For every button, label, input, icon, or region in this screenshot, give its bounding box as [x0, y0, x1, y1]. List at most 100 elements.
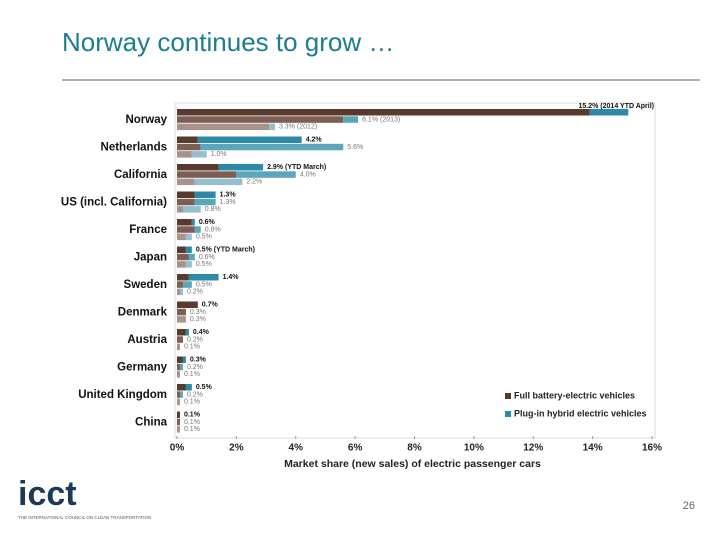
bar-segment [177, 426, 180, 433]
bar-segment [177, 143, 201, 151]
bar-label: 0.4% [193, 329, 210, 336]
bar-segment [177, 308, 186, 316]
bar-label: 0.2% [187, 391, 203, 398]
x-axis-title: Market share (new sales) of electric pas… [284, 458, 541, 470]
bar-label: 0.1% [184, 426, 200, 433]
bar-segment [177, 301, 198, 308]
bar-segment [177, 288, 180, 296]
bar-segment [177, 371, 180, 378]
x-tick-label: 8% [407, 443, 422, 454]
bar-segment [177, 226, 195, 233]
bar-label: 5.6% [347, 144, 363, 151]
bar-segment [177, 418, 180, 426]
bar-label: 0.6% [199, 219, 216, 226]
bar-segment [177, 253, 189, 261]
bar-segment [179, 391, 183, 398]
bar-segment [177, 398, 180, 406]
bar-segment [182, 206, 201, 213]
bar-label: 1.0% [211, 151, 227, 158]
bar-label: 4.0% [300, 171, 316, 178]
bar-label: 4.2% [306, 137, 323, 144]
x-tick-label: 6% [348, 443, 363, 454]
bar-segment [188, 274, 219, 281]
bar-segment [177, 109, 590, 116]
bar-label: 1.4% [223, 274, 240, 281]
bar-label: 3.3% (2012) [279, 124, 317, 131]
bar-segment [200, 143, 344, 151]
bar-segment [177, 206, 183, 213]
bar-segment [177, 219, 192, 226]
bar-label: 0.6% [199, 254, 215, 261]
bar-segment [177, 233, 186, 241]
bar-segment [177, 316, 186, 323]
bar-label: 0.2% [187, 364, 203, 371]
x-tick-label: 10% [464, 443, 484, 454]
bar-segment [191, 151, 207, 158]
bar-label: 0.3% [190, 316, 206, 323]
x-tick-label: 0% [170, 443, 185, 454]
category-label: California [114, 169, 168, 181]
bar-segment [185, 246, 192, 253]
bar-segment [194, 191, 216, 198]
category-label: Austria [127, 334, 167, 346]
category-label: United Kingdom [78, 389, 167, 401]
bar-segment [236, 171, 296, 178]
bar-segment [177, 363, 180, 371]
category-label: Norway [125, 114, 167, 126]
bar-segment [185, 384, 192, 391]
category-label: US (incl. California) [61, 196, 167, 208]
category-label: Japan [134, 251, 167, 263]
bar-label: 0.5% [196, 281, 212, 288]
category-label: China [135, 416, 168, 428]
bar-segment [177, 136, 198, 143]
bar-label: 2.2% [246, 179, 262, 186]
bar-label: 0.1% [184, 371, 200, 378]
x-tick-label: 4% [289, 443, 304, 454]
bar-label: 0.5% [196, 234, 212, 241]
slide-title: Norway continues to grow … [62, 27, 394, 57]
bar-segment [177, 343, 180, 351]
bar-segment [185, 233, 192, 241]
legend-swatch [505, 411, 511, 417]
bar-segment [177, 329, 186, 336]
bar-label: 0.3% [190, 309, 206, 316]
bar-segment [177, 164, 219, 171]
bar-segment [191, 219, 195, 226]
bar-segment [194, 226, 201, 233]
bar-segment [589, 109, 629, 116]
bar-label: 0.7% [202, 302, 219, 309]
bar-label: 0.2% [187, 289, 203, 296]
x-tick-label: 2% [229, 443, 244, 454]
bar-label: 0.1% [184, 399, 200, 406]
bar-label: 0.5% (YTD March) [196, 247, 255, 254]
bar-segment [177, 123, 270, 131]
bar-segment [177, 261, 186, 268]
bar-segment [185, 261, 192, 268]
bar-segment [177, 246, 186, 253]
bar-segment [177, 151, 192, 158]
bar-label: 0.2% [187, 336, 203, 343]
bar-label: 1.3% [220, 192, 237, 199]
category-label: Germany [117, 361, 167, 373]
bar-segment [194, 198, 216, 206]
category-label: Denmark [118, 306, 168, 318]
bar-segment [177, 178, 195, 186]
bar-label: 0.5% [196, 261, 212, 268]
category-label: Sweden [124, 279, 167, 291]
bar-segment [177, 116, 344, 123]
bar-segment [177, 336, 183, 343]
x-tick-label: 14% [583, 443, 603, 454]
bar-segment [177, 281, 183, 288]
bar-segment [182, 281, 192, 288]
bar-segment [177, 171, 237, 178]
plot-frame [174, 102, 656, 439]
bar-segment [197, 136, 302, 143]
bar-segment [179, 363, 183, 371]
bar-segment [182, 356, 186, 363]
logo: icct [18, 475, 77, 513]
bar-label: 0.1% [184, 419, 200, 426]
bar-segment [269, 123, 275, 131]
legend-label: Full battery-electric vehicles [514, 390, 635, 400]
category-label: France [129, 224, 167, 236]
